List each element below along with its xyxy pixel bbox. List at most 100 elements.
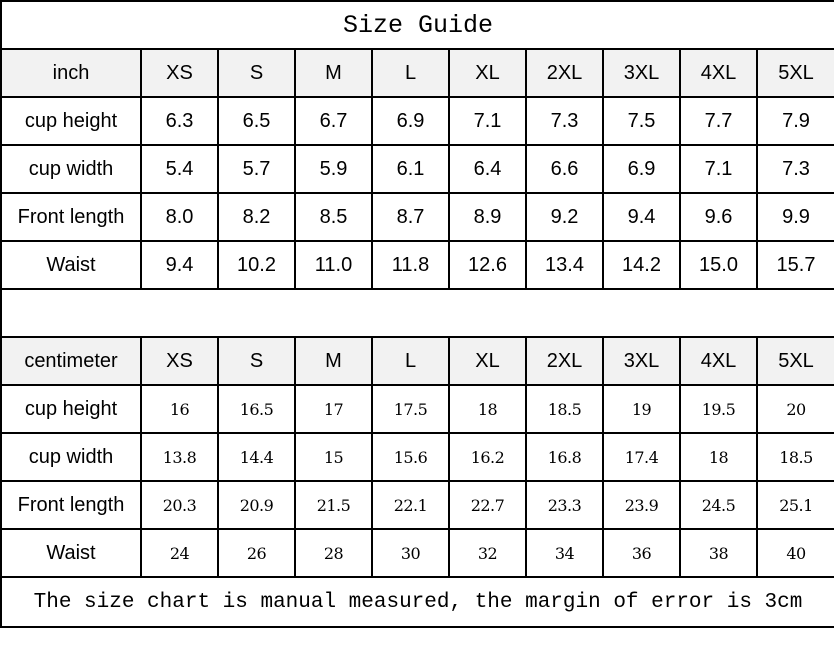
row-label: Waist: [0, 528, 142, 578]
measurement-cell: 6.9: [602, 144, 681, 194]
measurement-cell: 5.7: [217, 144, 296, 194]
measurement-cell: 5.4: [140, 144, 219, 194]
size-header: XL: [448, 48, 527, 98]
measurement-cell: 34: [525, 528, 604, 578]
measurement-cell: 13.8: [140, 432, 219, 482]
size-header: M: [294, 336, 373, 386]
measurement-cell: 20.3: [140, 480, 219, 530]
measurement-cell: 22.7: [448, 480, 527, 530]
size-header: 2XL: [525, 336, 604, 386]
measurement-cell: 19.5: [679, 384, 758, 434]
size-header: 4XL: [679, 336, 758, 386]
measurement-cell: 10.2: [217, 240, 296, 290]
measurement-cell: 7.3: [756, 144, 834, 194]
size-header: XS: [140, 48, 219, 98]
measurement-cell: 18.5: [756, 432, 834, 482]
measurement-cell: 7.7: [679, 96, 758, 146]
measurement-cell: 6.5: [217, 96, 296, 146]
measurement-cell: 15.0: [679, 240, 758, 290]
row-label: cup width: [0, 144, 142, 194]
measurement-cell: 9.4: [140, 240, 219, 290]
measurement-cell: 6.6: [525, 144, 604, 194]
size-header: L: [371, 48, 450, 98]
table-row: Front length 8.0 8.2 8.5 8.7 8.9 9.2 9.4 9.6 9.9: [0, 192, 834, 242]
measurement-cell: 16: [140, 384, 219, 434]
measurement-cell: 6.4: [448, 144, 527, 194]
size-header: M: [294, 48, 373, 98]
measurement-cell: 15: [294, 432, 373, 482]
measurement-cell: 9.2: [525, 192, 604, 242]
measurement-cell: 11.8: [371, 240, 450, 290]
measurement-cell: 24.5: [679, 480, 758, 530]
measurement-cell: 20: [756, 384, 834, 434]
measurement-cell: 7.3: [525, 96, 604, 146]
size-header: XL: [448, 336, 527, 386]
measurement-cell: 17: [294, 384, 373, 434]
measurement-cell: 17.4: [602, 432, 681, 482]
measurement-cell: 26: [217, 528, 296, 578]
measurement-cell: 6.1: [371, 144, 450, 194]
measurement-cell: 18: [448, 384, 527, 434]
measurement-cell: 32: [448, 528, 527, 578]
row-label: Front length: [0, 480, 142, 530]
size-header: 3XL: [602, 336, 681, 386]
measurement-cell: 16.8: [525, 432, 604, 482]
unit-label: centimeter: [0, 336, 142, 386]
measurement-cell: 36: [602, 528, 681, 578]
table-row: cup height 6.3 6.5 6.7 6.9 7.1 7.3 7.5 7.7 7.9: [0, 96, 834, 146]
measurement-cell: 13.4: [525, 240, 604, 290]
measurement-cell: 14.4: [217, 432, 296, 482]
measurement-cell: 7.9: [756, 96, 834, 146]
measurement-cell: 9.6: [679, 192, 758, 242]
page-title: Size Guide: [0, 0, 834, 50]
measurement-cell: 8.7: [371, 192, 450, 242]
measurement-cell: 8.0: [140, 192, 219, 242]
measurement-cell: 14.2: [602, 240, 681, 290]
spacer-row: [0, 288, 834, 338]
table-row: Front length 20.3 20.9 21.5 22.1 22.7 23.3 23.9…: [0, 480, 834, 530]
measurement-cell: 6.7: [294, 96, 373, 146]
footer-row: The size chart is manual measured, the m…: [0, 576, 834, 628]
measurement-cell: 38: [679, 528, 758, 578]
measurement-cell: 9.4: [602, 192, 681, 242]
measurement-cell: 15.7: [756, 240, 834, 290]
size-header: XS: [140, 336, 219, 386]
measurement-cell: 28: [294, 528, 373, 578]
row-label: cup width: [0, 432, 142, 482]
measurement-cell: 6.9: [371, 96, 450, 146]
row-label: Waist: [0, 240, 142, 290]
measurement-cell: 23.9: [602, 480, 681, 530]
measurement-cell: 21.5: [294, 480, 373, 530]
measurement-cell: 15.6: [371, 432, 450, 482]
size-header: 5XL: [756, 336, 834, 386]
measurement-cell: 12.6: [448, 240, 527, 290]
measurement-cell: 9.9: [756, 192, 834, 242]
size-header: L: [371, 336, 450, 386]
measurement-cell: 8.9: [448, 192, 527, 242]
measurement-cell: 11.0: [294, 240, 373, 290]
measurement-cell: 7.5: [602, 96, 681, 146]
measurement-cell: 24: [140, 528, 219, 578]
measurement-cell: 30: [371, 528, 450, 578]
size-header: 4XL: [679, 48, 758, 98]
measurement-cell: 19: [602, 384, 681, 434]
unit-label: inch: [0, 48, 142, 98]
measurement-cell: 22.1: [371, 480, 450, 530]
measurement-cell: 16.5: [217, 384, 296, 434]
row-label: cup height: [0, 384, 142, 434]
measurement-cell: 6.3: [140, 96, 219, 146]
size-header: 5XL: [756, 48, 834, 98]
table-row: cup height 16 16.5 17 17.5 18 18.5 19 19.5 20: [0, 384, 834, 434]
measurement-cell: 16.2: [448, 432, 527, 482]
measurement-cell: 7.1: [448, 96, 527, 146]
row-label: cup height: [0, 96, 142, 146]
size-header: 3XL: [602, 48, 681, 98]
size-header: S: [217, 336, 296, 386]
footer-note: The size chart is manual measured, the m…: [0, 576, 834, 628]
measurement-cell: 23.3: [525, 480, 604, 530]
measurement-cell: 8.5: [294, 192, 373, 242]
measurement-cell: 17.5: [371, 384, 450, 434]
size-guide-table: Size Guide inch XS S M L XL 2XL 3XL 4XL 5XL cup he…: [0, 0, 834, 628]
inch-header-row: inch XS S M L XL 2XL 3XL 4XL 5XL: [0, 48, 834, 98]
measurement-cell: 25.1: [756, 480, 834, 530]
